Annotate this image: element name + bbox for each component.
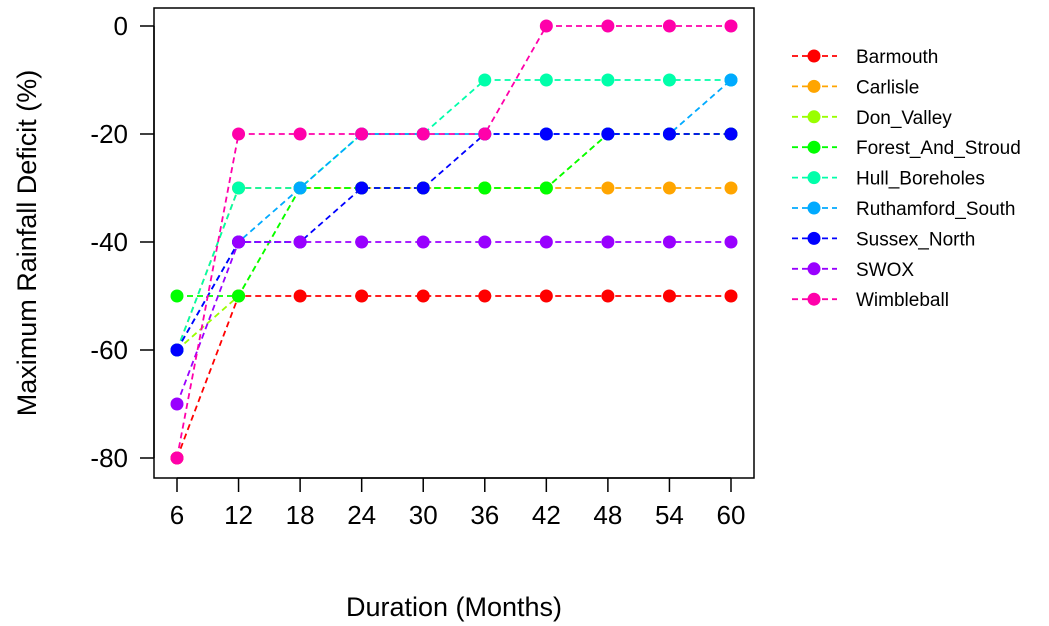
data-point [662,289,676,303]
data-point [662,181,676,195]
data-point [724,127,738,141]
x-tick-label: 36 [470,500,499,530]
series-line [176,79,731,351]
series-layer [170,19,738,465]
data-point [478,289,492,303]
x-tick-label: 30 [409,500,438,530]
data-point [170,397,184,411]
data-point [355,235,369,249]
data-point [601,127,615,141]
data-point [416,181,430,195]
x-axis-title: Duration (Months) [346,592,562,622]
data-point [724,73,738,87]
legend-marker [807,49,821,63]
legend: Barmouth Carlisle Don_Valley Forest_And_Str… [792,47,1021,311]
data-point [478,235,492,249]
data-point [539,127,553,141]
data-point [416,127,430,141]
data-point [662,73,676,87]
legend-label: Forest_And_Stroud [856,138,1021,159]
legend-label: SWOX [856,260,914,281]
x-tick-label: 60 [717,500,746,530]
data-point [416,235,430,249]
data-point [539,235,553,249]
legend-marker [807,140,821,154]
data-point [724,19,738,33]
data-point [724,289,738,303]
data-point [293,181,307,195]
y-axis-title: Maximum Rainfall Deficit (%) [12,70,42,417]
legend-marker [807,79,821,93]
legend-label: Hull_Boreholes [856,169,985,190]
series-line [176,79,732,351]
legend-marker [807,231,821,245]
x-tick-label: 48 [593,500,622,530]
data-point [478,73,492,87]
data-point [232,181,246,195]
data-point [539,289,553,303]
data-point [355,127,369,141]
data-point [662,235,676,249]
series-line [176,25,731,459]
data-point [232,127,246,141]
legend-marker [807,171,821,185]
data-point [478,181,492,195]
data-point [601,181,615,195]
y-tick-label: 0 [114,11,128,41]
y-tick-label: -60 [90,335,128,365]
data-point [170,289,184,303]
data-point [601,73,615,87]
data-point [601,289,615,303]
data-point [539,19,553,33]
y-tick-label: -40 [90,227,128,257]
x-tick-label: 42 [532,500,561,530]
data-point [355,289,369,303]
data-point [355,181,369,195]
data-point [478,127,492,141]
data-point [662,19,676,33]
x-tick-label: 54 [655,500,684,530]
x-tick-label: 6 [170,500,184,530]
data-point [170,343,184,357]
data-point [293,289,307,303]
data-point [539,73,553,87]
data-point [170,451,184,465]
data-point [293,235,307,249]
data-point [293,127,307,141]
data-point [724,181,738,195]
x-tick-label: 12 [224,500,253,530]
data-point [662,127,676,141]
legend-label: Wimbleball [856,290,949,311]
legend-marker [807,262,821,276]
legend-label: Don_Valley [856,108,952,129]
series-line [176,295,731,459]
legend-label: Sussex_North [856,229,975,250]
data-point [724,235,738,249]
data-point [539,181,553,195]
legend-marker [807,292,821,306]
legend-label: Ruthamford_South [856,199,1016,220]
series-line [176,241,731,405]
data-point [416,289,430,303]
legend-marker [807,201,821,215]
data-point [232,235,246,249]
series-line [177,133,731,297]
data-point [601,19,615,33]
legend-label: Barmouth [856,47,938,68]
x-tick-label: 24 [347,500,376,530]
y-tick-label: -20 [90,119,128,149]
legend-label: Carlisle [856,77,919,98]
legend-marker [807,110,821,124]
x-tick-label: 18 [286,500,315,530]
data-point [601,235,615,249]
series-line [176,187,731,351]
x-axis: 6 12 18 24 30 36 42 48 54 60 [170,477,746,530]
y-tick-label: -80 [90,443,128,473]
data-point [232,289,246,303]
y-axis: 0 -20 -40 -60 -80 [90,11,155,473]
